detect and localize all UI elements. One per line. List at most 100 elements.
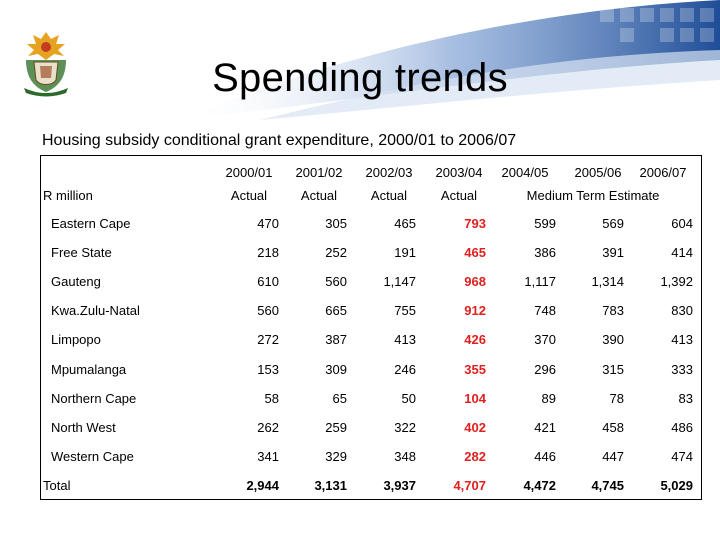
value-cell: 153 — [257, 361, 279, 377]
value-cell: 333 — [671, 361, 693, 377]
value-cell: 309 — [325, 361, 347, 377]
value-cell: 83 — [678, 390, 693, 406]
value-cell: 191 — [394, 245, 416, 261]
value-cell: 446 — [534, 448, 556, 464]
value-cell: 348 — [394, 448, 416, 464]
value-cell: 58 — [264, 390, 279, 406]
table-row: Kwa.Zulu-Natal 560 665 755 912 748 783 830 — [41, 296, 701, 325]
highlighted-value-cell: 402 — [464, 419, 486, 435]
table-row: Free State 218 252 191 465 386 391 414 — [41, 238, 701, 267]
header-banner — [0, 0, 720, 120]
value-cell: 470 — [257, 216, 279, 231]
value-cell: 783 — [602, 303, 624, 319]
value-cell: 390 — [602, 332, 624, 348]
value-cell: 486 — [671, 419, 693, 435]
value-cell: 610 — [257, 274, 279, 290]
value-cell: 604 — [671, 216, 693, 231]
province-label: Mpumalanga — [51, 361, 127, 377]
actual-label: Actual — [370, 188, 408, 203]
value-cell: 414 — [671, 245, 693, 261]
value-cell: 259 — [325, 419, 347, 435]
highlighted-value-cell: 282 — [464, 448, 486, 464]
value-cell: 830 — [671, 303, 693, 319]
table-row: North West 262 259 322 402 421 458 486 — [41, 413, 701, 442]
value-cell: 1,314 — [591, 274, 624, 290]
value-cell: 748 — [534, 303, 556, 319]
province-label: Western Cape — [51, 448, 134, 464]
table-row: Mpumalanga 153 309 246 355 296 315 333 — [41, 355, 701, 384]
year-header: 2005/06 — [574, 165, 622, 180]
table-row: Eastern Cape 470 305 465 793 599 569 604 — [41, 209, 701, 238]
value-cell: 370 — [534, 332, 556, 348]
table-caption: Housing subsidy conditional grant expend… — [42, 132, 517, 149]
highlighted-value-cell: 968 — [464, 274, 486, 290]
value-cell: 262 — [257, 419, 279, 435]
year-header: 2004/05 — [501, 165, 549, 180]
value-cell: 560 — [257, 303, 279, 319]
expenditure-table: 2000/01 2001/02 2002/03 2003/04 2004/05 … — [40, 155, 702, 500]
value-cell: 296 — [534, 361, 556, 377]
table-row: Gauteng 610 560 1,147 968 1,117 1,314 1,392 — [41, 267, 701, 296]
value-cell: 305 — [325, 216, 347, 231]
value-cell: 3,131 — [314, 477, 347, 493]
province-label: North West — [51, 419, 116, 435]
year-header: 2001/02 — [295, 165, 343, 180]
value-cell: 447 — [602, 448, 624, 464]
value-cell: 413 — [671, 332, 693, 348]
province-label: Limpopo — [51, 332, 101, 348]
value-cell: 465 — [394, 216, 416, 231]
value-cell: 218 — [257, 245, 279, 261]
value-cell: 1,147 — [383, 274, 416, 290]
value-cell: 272 — [257, 332, 279, 348]
value-cell: 2,944 — [246, 477, 279, 493]
table-row: Northern Cape 58 65 50 104 89 78 83 — [41, 384, 701, 413]
highlighted-value-cell: 426 — [464, 332, 486, 348]
table-row: Western Cape 341 329 348 282 446 447 474 — [41, 442, 701, 471]
value-cell: 89 — [541, 390, 556, 406]
province-label: Eastern Cape — [51, 216, 131, 231]
total-row: Total 2,944 3,131 3,937 4,707 4,472 4,745 5,029 — [41, 471, 701, 500]
highlighted-value-cell: 355 — [464, 361, 486, 377]
value-cell: 5,029 — [660, 477, 693, 493]
province-label: Gauteng — [51, 274, 101, 290]
actual-label: Actual — [440, 188, 478, 203]
actual-label: Actual — [300, 188, 338, 203]
value-cell: 413 — [394, 332, 416, 348]
value-cell: 315 — [602, 361, 624, 377]
value-cell: 474 — [671, 448, 693, 464]
highlighted-value-cell: 4,707 — [453, 477, 486, 493]
province-label: Free State — [51, 245, 112, 261]
value-cell: 1,392 — [660, 274, 693, 290]
value-cell: 50 — [401, 390, 416, 406]
unit-label: R million — [43, 188, 93, 203]
page-title: Spending trends — [212, 56, 508, 100]
value-cell: 1,117 — [524, 274, 556, 290]
year-header: 2002/03 — [365, 165, 413, 180]
value-cell: 246 — [394, 361, 416, 377]
value-cell: 252 — [325, 245, 347, 261]
year-header: 2003/04 — [435, 165, 483, 180]
value-cell: 386 — [534, 245, 556, 261]
table-row: Limpopo 272 387 413 426 370 390 413 — [41, 325, 701, 354]
highlighted-value-cell: 465 — [464, 245, 486, 261]
highlighted-value-cell: 793 — [464, 216, 486, 231]
value-cell: 387 — [325, 332, 347, 348]
mte-label: Medium Term Estimate — [526, 188, 660, 203]
value-cell: 391 — [602, 245, 624, 261]
value-cell: 599 — [534, 216, 556, 231]
value-cell: 458 — [602, 419, 624, 435]
value-cell: 755 — [394, 303, 416, 319]
value-cell: 78 — [609, 390, 624, 406]
actual-label: Actual — [230, 188, 268, 203]
value-cell: 569 — [602, 216, 624, 231]
value-cell: 4,472 — [523, 477, 556, 493]
highlighted-value-cell: 104 — [464, 390, 486, 406]
value-cell: 3,937 — [383, 477, 416, 493]
year-header: 2000/01 — [225, 165, 273, 180]
value-cell: 322 — [394, 419, 416, 435]
value-cell: 421 — [534, 419, 556, 435]
value-cell: 4,745 — [591, 477, 624, 493]
year-header: 2006/07 — [639, 165, 687, 180]
value-cell: 329 — [325, 448, 347, 464]
total-label: Total — [43, 477, 71, 493]
